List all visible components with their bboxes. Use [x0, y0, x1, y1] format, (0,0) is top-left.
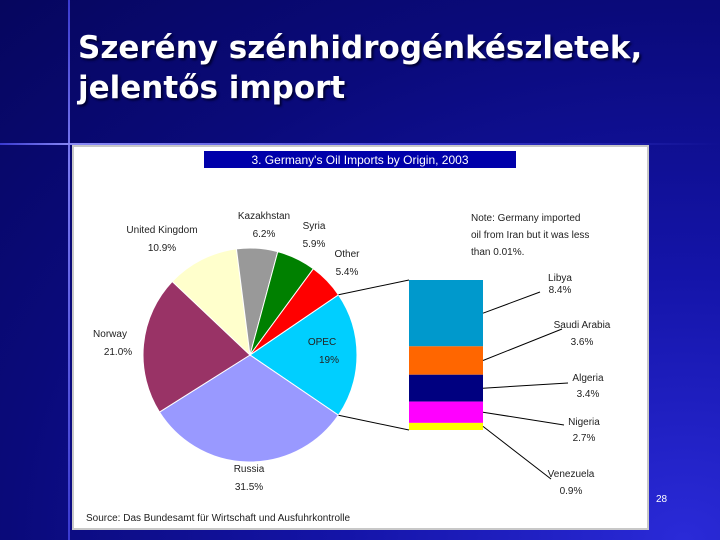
opec-connector-bottom	[338, 414, 410, 431]
chart-title-bar	[204, 151, 516, 168]
opec-label-libya: Libya	[548, 273, 572, 284]
opec-bar-segment-libya	[409, 280, 483, 347]
opec-leader-saudi-arabia	[482, 328, 563, 361]
slice-value-opec: 19%	[319, 355, 339, 366]
opec-leader-libya	[482, 291, 541, 314]
chart-note-line-2: oil from Iran but it was less	[471, 230, 589, 241]
slide-title-line-1: Szerény szénhidrogénkészletek,	[78, 30, 643, 66]
pie-slice-other	[249, 268, 340, 356]
opec-label-nigeria: Nigeria	[568, 417, 600, 428]
oil-imports-chart: 3. Germany's Oil Imports by Origin, 2003…	[86, 151, 611, 524]
slice-label-opec: OPEC	[308, 337, 336, 348]
opec-leader-algeria	[482, 382, 569, 389]
opec-bar-segment-venezuela	[409, 422, 483, 430]
opec-value-libya: 8.4%	[549, 285, 572, 296]
slice-label-russia: Russia	[234, 464, 265, 475]
chart-note-line-3: than 0.01%.	[471, 247, 524, 258]
slice-value-russia: 31.5%	[235, 482, 263, 493]
slice-label-kazakhstan: Kazakhstan	[238, 211, 290, 222]
opec-label-venezuela: Venezuela	[548, 469, 595, 480]
opec-label-algeria: Algeria	[572, 373, 604, 384]
chart-panel: 3. Germany's Oil Imports by Origin, 2003…	[72, 145, 649, 530]
slide-title-line-2: jelentős import	[78, 70, 346, 106]
slide-title: Szerény szénhidrogénkészletek, jelentős …	[78, 28, 698, 108]
slice-value-other: 5.4%	[336, 267, 359, 278]
opec-value-saudi-arabia: 3.6%	[571, 337, 594, 348]
slice-label-united-kingdom: United Kingdom	[126, 225, 197, 236]
opec-leader-nigeria	[482, 411, 565, 426]
slice-label-norway: Norway	[93, 329, 127, 340]
pie-slice-russia	[158, 354, 340, 463]
slice-value-norway: 21.0%	[104, 347, 132, 358]
page-number: 28	[656, 494, 668, 505]
decorative-vertical-line	[68, 0, 70, 540]
decorative-horizontal-line	[0, 143, 720, 145]
opec-value-venezuela: 0.9%	[560, 486, 583, 497]
pie-slice-norway	[142, 280, 251, 413]
slice-value-kazakhstan: 6.2%	[253, 229, 276, 240]
opec-bar-segment-algeria	[409, 374, 483, 402]
opec-bar-segment-saudi-arabia	[409, 346, 483, 375]
slice-value-united-kingdom: 10.9%	[148, 243, 176, 254]
chart-note-line-1: Note: Germany imported	[471, 213, 581, 224]
slice-label-other: Other	[334, 249, 360, 260]
pie-slice-united-kingdom	[171, 248, 251, 357]
chart-title: 3. Germany's Oil Imports by Origin, 2003	[251, 153, 468, 167]
opec-label-saudi-arabia: Saudi Arabia	[554, 320, 611, 331]
opec-connector-top	[338, 279, 410, 296]
opec-bar-segment-nigeria	[409, 401, 483, 423]
chart-source: Source: Das Bundesamt für Wirtschaft und…	[86, 513, 350, 524]
slice-value-syria: 5.9%	[303, 239, 326, 250]
slice-label-syria: Syria	[303, 221, 326, 232]
opec-value-algeria: 3.4%	[577, 389, 600, 400]
opec-value-nigeria: 2.7%	[573, 433, 596, 444]
pie-slice-opec	[249, 294, 358, 416]
opec-leader-venezuela	[482, 426, 552, 480]
